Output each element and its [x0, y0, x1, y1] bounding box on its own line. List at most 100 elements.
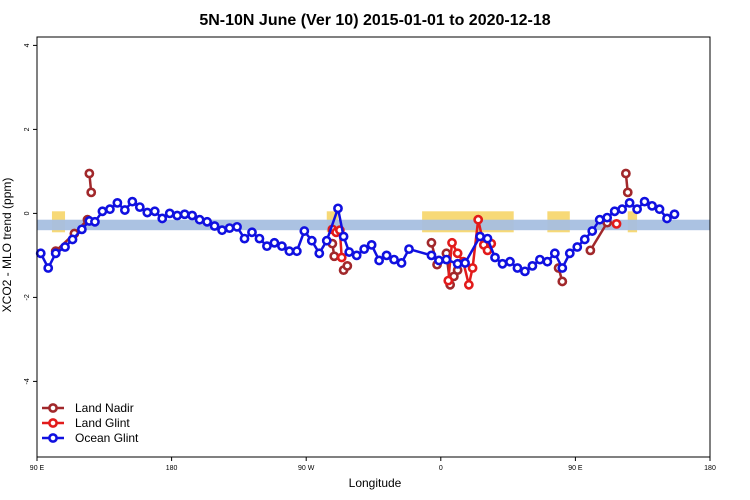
series-2-point-0-67: [564, 248, 575, 259]
series-0-point-6-1: [557, 276, 568, 287]
series-1-point-1-2: [452, 248, 463, 259]
series-2-line-0: [39, 199, 676, 273]
chart-title: 5N-10N June (Ver 10) 2015-01-01 to 2020-…: [199, 12, 550, 29]
series-0-point-8-0: [620, 168, 631, 179]
series-2-point-0-69: [579, 234, 590, 245]
series-2-point-0-11: [119, 205, 130, 215]
series-2-point-0-5: [76, 224, 87, 235]
series-2-point-0-28: [247, 227, 257, 238]
series-2-point-0-62: [527, 260, 538, 271]
series-2-point-0-21: [194, 214, 205, 225]
series-2-point-0-77: [639, 196, 650, 207]
series-2-point-0-59: [505, 256, 515, 267]
series-0-point-7-0: [585, 245, 596, 256]
series-2-point-0-9: [105, 204, 115, 215]
y-tick-label-4: 4: [24, 43, 31, 47]
y-tick-label-0: -4: [24, 378, 31, 384]
series-2-point-0-30: [262, 241, 272, 252]
series-2-point-0-42: [351, 250, 362, 261]
series-2: [35, 196, 680, 277]
legend-label-2: Ocean Glint: [75, 431, 139, 445]
series-2-point-0-35: [299, 226, 310, 236]
series-2-point-0-72: [602, 212, 613, 223]
series-2-point-0-34: [291, 246, 302, 257]
series-2-point-0-29: [254, 233, 265, 244]
series-2-point-0-10: [112, 197, 123, 208]
y-axis-ticks: -4 -2 0 2 4: [24, 43, 37, 385]
reference-band: [37, 219, 710, 231]
y-tick-label-3: 2: [24, 127, 31, 131]
series-0-point-1-1: [86, 187, 97, 198]
legend-label-0: Land Nadir: [75, 401, 134, 415]
series-0-point-4-0: [426, 237, 437, 248]
x-tick-label-0: 90 E: [30, 465, 45, 472]
series-2-point-0-8: [97, 206, 108, 217]
series-1-point-1-0: [443, 275, 454, 286]
x-tick-label-3: 0: [439, 465, 443, 472]
series-2-point-0-25: [224, 223, 235, 233]
series-2-point-0-4: [67, 234, 78, 245]
series-2-point-0-80: [662, 213, 672, 224]
series-1-point-0-3: [336, 252, 347, 263]
series-2-point-0-3: [60, 242, 70, 252]
series-2-point-0-57: [490, 252, 500, 263]
series-2-point-0-58: [497, 258, 508, 269]
series-2-point-0-2: [50, 248, 61, 259]
series-1-point-1-1: [447, 237, 457, 248]
series-2-point-0-23: [209, 221, 220, 231]
series-2-point-0-43: [359, 244, 370, 254]
x-axis-label: Longitude: [349, 476, 402, 490]
series-2-point-0-78: [647, 200, 657, 211]
series-2-point-0-18: [172, 210, 183, 221]
series-2-point-0-16: [157, 213, 168, 224]
series-2-point-0-76: [632, 204, 642, 215]
series-2-point-0-79: [654, 204, 665, 215]
series-2-point-0-73: [609, 206, 620, 217]
series-0-point-1-0: [84, 168, 95, 179]
x-tick-label-1: 180: [166, 465, 178, 472]
series-2-point-0-33: [284, 246, 295, 257]
series-2-point-0-38: [321, 235, 332, 246]
x-tick-label-2: 90 W: [298, 465, 315, 472]
x-tick-label-4: 90 E: [568, 465, 583, 472]
series-1-point-1-4: [463, 279, 474, 290]
series-2-point-0-0: [35, 248, 46, 259]
series-1-point-2-0: [611, 218, 622, 229]
series-2-point-0-31: [269, 237, 280, 248]
series-2-point-0-22: [202, 216, 213, 227]
series-2-point-0-13: [134, 202, 145, 212]
series-2-point-0-24: [217, 225, 227, 236]
series-2-point-0-56: [482, 233, 493, 244]
series-2-point-0-32: [276, 241, 287, 252]
series-2-point-0-19: [179, 209, 190, 220]
series-2-point-0-54: [460, 258, 471, 268]
series-2-point-0-15: [149, 206, 160, 217]
y-tick-label-1: -2: [24, 294, 31, 300]
series-2-point-0-39: [333, 203, 343, 214]
series-2-point-0-70: [587, 226, 598, 236]
series-2-point-0-41: [344, 247, 355, 257]
series-2-point-0-51: [434, 255, 444, 266]
legend-marker-2: [48, 433, 58, 443]
series-0-point-3-1: [342, 260, 353, 271]
series-2-point-0-40: [338, 231, 349, 242]
x-axis-ticks: 90 E 180 90 W 0 90 E 180: [30, 457, 716, 472]
legend-marker-1: [48, 418, 58, 428]
series-1-point-1-6: [473, 214, 484, 225]
y-axis-label: XCO2 - MLO trend (ppm): [0, 178, 14, 313]
series-2-point-0-44: [366, 239, 377, 250]
series-2-point-0-46: [381, 250, 392, 261]
series-2-point-0-20: [187, 210, 198, 221]
series-layer: [35, 168, 680, 290]
series-0-point-2-1: [329, 251, 340, 262]
series-2-point-0-1: [43, 263, 54, 273]
series-2-point-0-14: [142, 207, 153, 218]
series-2-point-0-74: [617, 204, 628, 215]
series-2-point-0-52: [441, 254, 452, 265]
series-2-point-0-66: [557, 263, 568, 273]
legend-marker-0: [48, 403, 58, 413]
series-2-point-0-26: [232, 221, 242, 232]
series-2-point-0-27: [239, 233, 250, 244]
